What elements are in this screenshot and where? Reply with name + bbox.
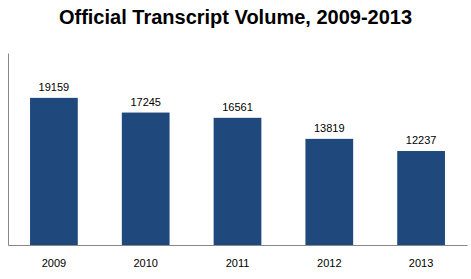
bar: [30, 98, 78, 245]
data-label: 12237: [406, 134, 437, 146]
chart: Official Transcript Volume, 2009-2013 200…: [0, 0, 471, 279]
bar: [305, 139, 353, 245]
x-tick: 2013: [409, 245, 433, 269]
data-label: 13819: [314, 122, 345, 134]
x-tick-label: 2010: [133, 257, 157, 269]
x-tick-label: 2012: [317, 257, 341, 269]
bar: [397, 151, 445, 245]
x-axis-line: [9, 245, 468, 246]
x-tick: 2012: [317, 245, 341, 269]
y-axis: [8, 54, 9, 246]
bar: [214, 118, 262, 245]
x-tick: 2010: [133, 245, 157, 269]
x-axis: 2009 2010 2011 2012 2013: [9, 245, 468, 269]
title: Official Transcript Volume, 2009-2013: [59, 6, 412, 28]
x-tick-label: 2011: [226, 257, 250, 269]
plot: 2009 2010 2011 2012 2013 19159 17245 16561 13819…: [9, 54, 468, 269]
x-tick: 2011: [226, 245, 250, 269]
data-label: 19159: [39, 81, 70, 93]
x-tick-label: 2013: [409, 257, 433, 269]
y-axis-line: [8, 54, 9, 246]
data-labels: 19159 17245 16561 13819 12237: [39, 81, 437, 146]
x-tick: 2009: [42, 245, 66, 269]
bars: [30, 98, 445, 245]
x-tick-label: 2009: [42, 257, 66, 269]
data-label: 17245: [130, 96, 161, 108]
data-label: 16561: [222, 101, 253, 113]
bar: [122, 113, 170, 245]
